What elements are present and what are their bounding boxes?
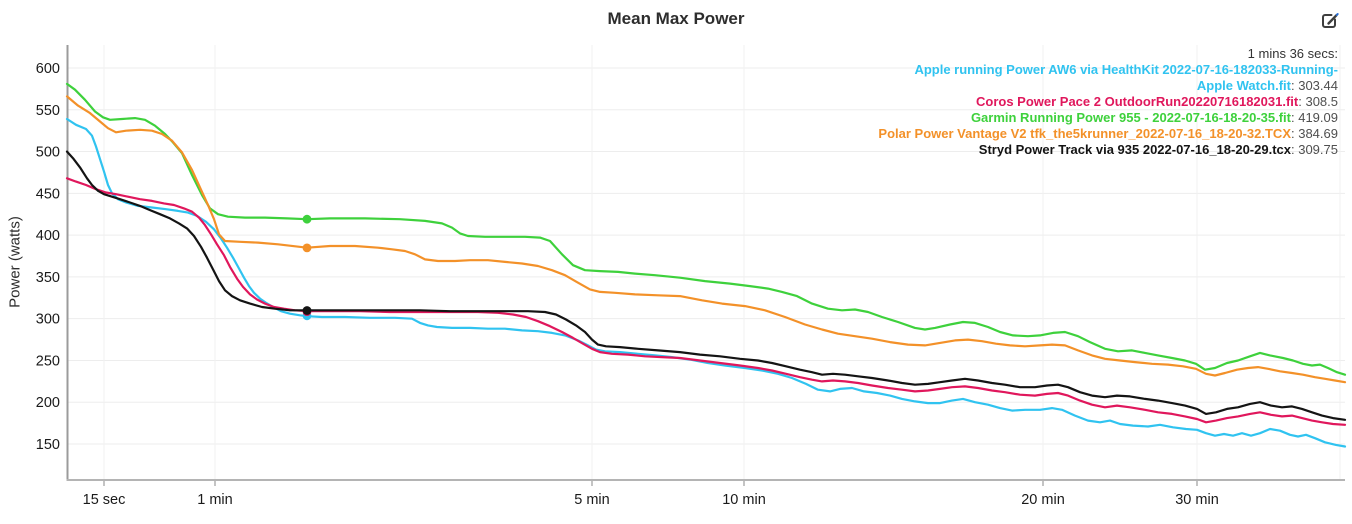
svg-text:30 min: 30 min: [1175, 492, 1219, 508]
svg-text:15 sec: 15 sec: [83, 492, 126, 508]
edit-icon: [1322, 13, 1339, 28]
edit-button[interactable]: [1319, 10, 1341, 32]
svg-text:1 min: 1 min: [197, 492, 232, 508]
svg-text:500: 500: [36, 145, 60, 161]
svg-text:400: 400: [36, 228, 60, 244]
svg-text:300: 300: [36, 312, 60, 328]
chart-title: Mean Max Power: [607, 9, 745, 28]
legend-item-stryd: Stryd Power Track via 935 2022-07-16_18-…: [978, 142, 1338, 157]
legend-item-apple: Apple Watch.fit: 303.44: [1196, 78, 1338, 93]
y-axis-title: Power (watts): [6, 216, 24, 308]
svg-text:550: 550: [36, 103, 60, 119]
svg-text:250: 250: [36, 353, 60, 369]
svg-text:200: 200: [36, 395, 60, 411]
legend-item-garmin: Garmin Running Power 955 - 2022-07-16-18…: [970, 110, 1338, 125]
svg-text:20 min: 20 min: [1021, 492, 1065, 508]
legend-items: Apple running Power AW6 via HealthKit 20…: [878, 62, 1338, 158]
cursor-time-label: 1 mins 36 secs:: [1247, 46, 1338, 61]
svg-text:350: 350: [36, 270, 60, 286]
legend: 1 mins 36 secs: Apple running Power AW6 …: [878, 46, 1338, 158]
svg-text:450: 450: [36, 186, 60, 202]
legend-item-apple: Apple running Power AW6 via HealthKit 20…: [914, 62, 1338, 77]
svg-text:600: 600: [36, 61, 60, 77]
legend-item-polar: Polar Power Vantage V2 tfk_the5krunner_2…: [878, 126, 1338, 141]
svg-text:5 min: 5 min: [574, 492, 609, 508]
legend-item-coros: Coros Power Pace 2 OutdoorRun20220716182…: [975, 94, 1338, 109]
svg-text:150: 150: [36, 437, 60, 453]
svg-text:10 min: 10 min: [722, 492, 766, 508]
